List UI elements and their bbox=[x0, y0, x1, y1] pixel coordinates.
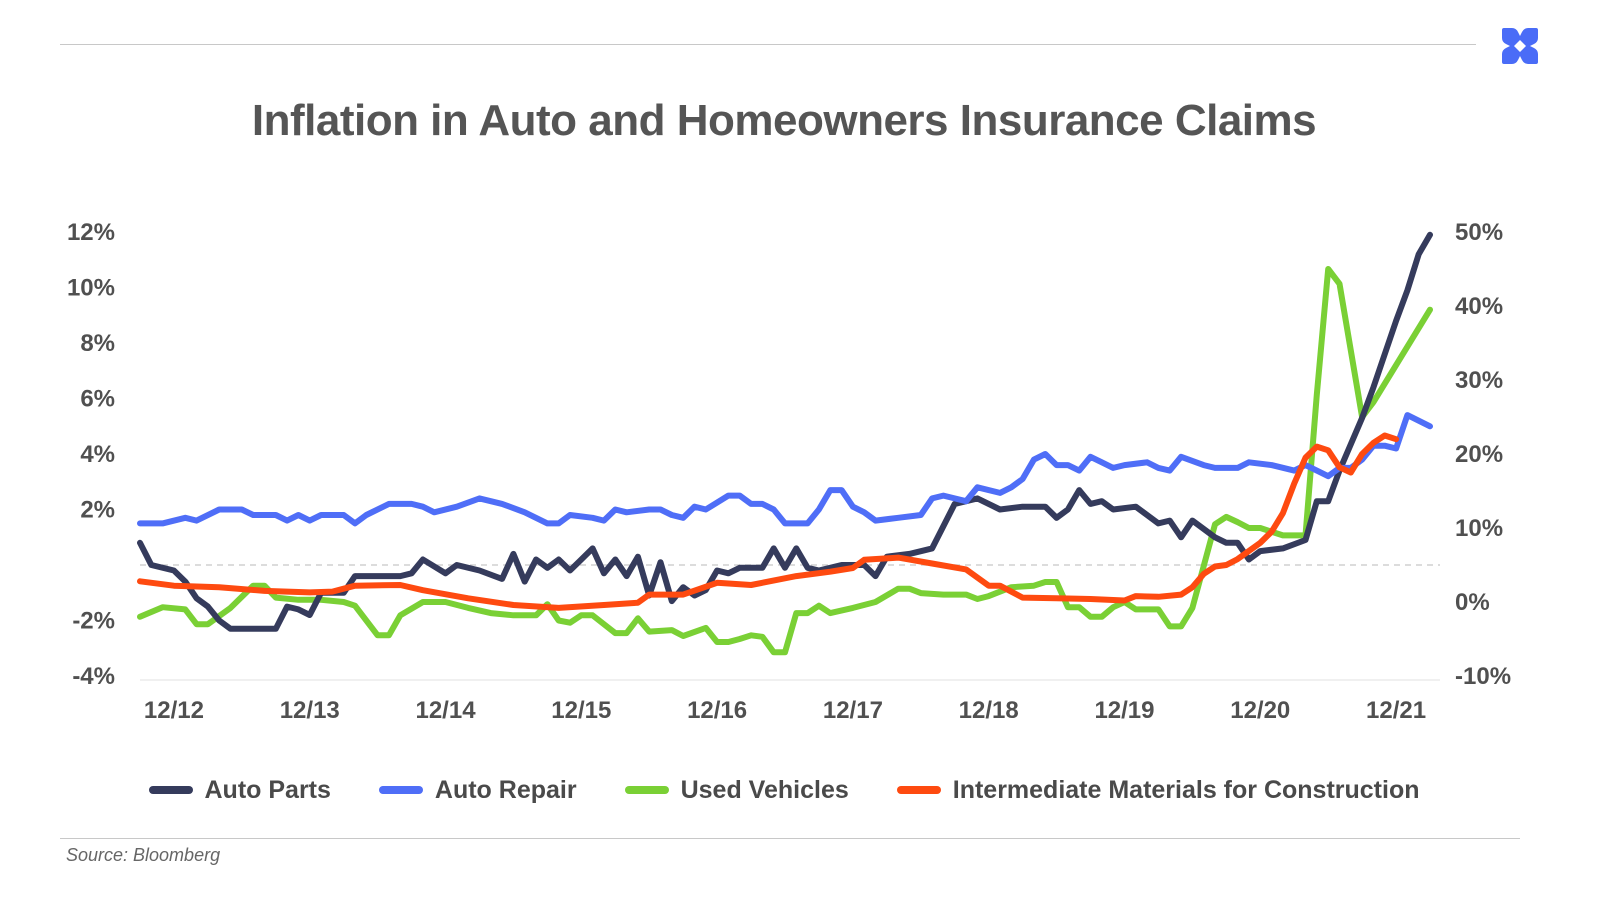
series-line-used-vehicles bbox=[137, 266, 1433, 656]
x-tick-label: 12/16 bbox=[687, 697, 747, 724]
y-right-tick-label: 50% bbox=[1455, 219, 1503, 246]
legend-swatch bbox=[378, 786, 423, 794]
x-tick-label: 12/18 bbox=[959, 697, 1019, 724]
x-tick-label: 12/20 bbox=[1230, 697, 1290, 724]
y-right-tick-label: 20% bbox=[1455, 441, 1503, 468]
chart-legend: Auto Parts Auto Repair Used Vehicles Interm… bbox=[0, 772, 1568, 808]
y-right-tick-label: 10% bbox=[1455, 515, 1503, 542]
legend-item: Auto Repair bbox=[378, 775, 577, 805]
series-line-intermediate-materials-for-construction bbox=[137, 432, 1400, 611]
x-tick-label: 12/19 bbox=[1094, 697, 1154, 724]
source-note: Source: Bloomberg bbox=[66, 845, 221, 865]
legend-label: Used Vehicles bbox=[680, 775, 849, 804]
legend-item: Intermediate Materials for Construction bbox=[896, 775, 1420, 805]
bottom-rule bbox=[60, 838, 1520, 839]
legend-swatch bbox=[624, 786, 669, 794]
chart-title: Inflation in Auto and Homeowners Insuran… bbox=[251, 96, 1317, 145]
legend-swatch bbox=[148, 786, 193, 794]
legend-item: Used Vehicles bbox=[624, 775, 849, 805]
x-tick-label: 12/13 bbox=[280, 697, 340, 724]
y-left-tick-label: 10% bbox=[67, 275, 115, 302]
y-left-tick-label: 6% bbox=[80, 386, 115, 413]
x-tick-label: 12/14 bbox=[415, 697, 476, 724]
legend-label: Auto Parts bbox=[204, 775, 331, 804]
y-right-tick-label: -10% bbox=[1455, 663, 1511, 690]
y-left-tick-label: 12% bbox=[67, 219, 115, 246]
y-right-tick-label: 40% bbox=[1455, 293, 1503, 320]
x-tick-label: 12/21 bbox=[1366, 697, 1426, 724]
legend-item: Auto Parts bbox=[148, 775, 331, 805]
legend-swatch bbox=[896, 786, 941, 794]
y-right-tick-label: 0% bbox=[1455, 589, 1490, 616]
x-tick-label: 12/17 bbox=[823, 697, 883, 724]
y-left-tick-label: -2% bbox=[72, 608, 115, 635]
top-rule bbox=[60, 44, 1476, 45]
x-tick-label: 12/12 bbox=[144, 697, 204, 724]
y-left-tick-label: -4% bbox=[72, 663, 115, 690]
legend-label: Intermediate Materials for Construction bbox=[952, 775, 1420, 804]
series-line-auto-parts bbox=[137, 231, 1433, 632]
x-logo-icon bbox=[1502, 28, 1538, 64]
y-left-tick-label: 2% bbox=[80, 497, 115, 524]
y-left-tick-label: 8% bbox=[80, 330, 115, 357]
y-right-tick-label: 30% bbox=[1455, 367, 1503, 394]
y-left-tick-label: 4% bbox=[80, 441, 115, 468]
x-tick-label: 12/15 bbox=[551, 697, 611, 724]
series-line-auto-repair bbox=[137, 412, 1433, 527]
legend-label: Auto Repair bbox=[434, 775, 577, 804]
